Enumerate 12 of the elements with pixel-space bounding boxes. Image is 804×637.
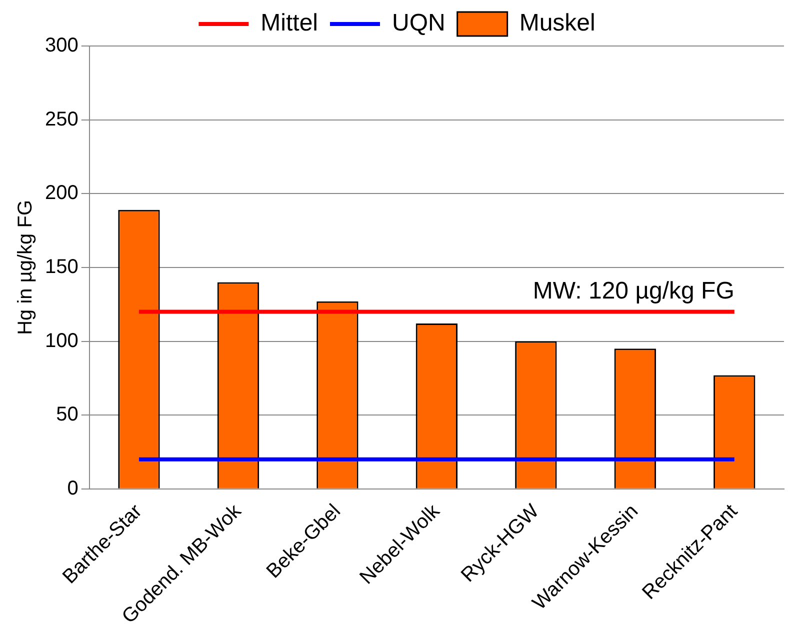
y-tick-label: 250 xyxy=(44,108,78,130)
y-tick-label: 50 xyxy=(56,404,78,426)
annotation: MW: 120 µg/kg FG xyxy=(532,277,734,304)
y-tick-label: 150 xyxy=(44,256,78,278)
y-tick-label: 200 xyxy=(44,182,78,204)
y-axis-title: Hg in µg/kg FG xyxy=(14,200,37,335)
legend-label: Muskel xyxy=(519,10,596,37)
legend-label: UQN xyxy=(392,10,446,37)
legend-label: Mittel xyxy=(260,10,318,37)
y-tick-label: 0 xyxy=(67,477,78,500)
y-tick-label: 100 xyxy=(44,330,78,352)
y-tick-label: 300 xyxy=(44,34,78,57)
